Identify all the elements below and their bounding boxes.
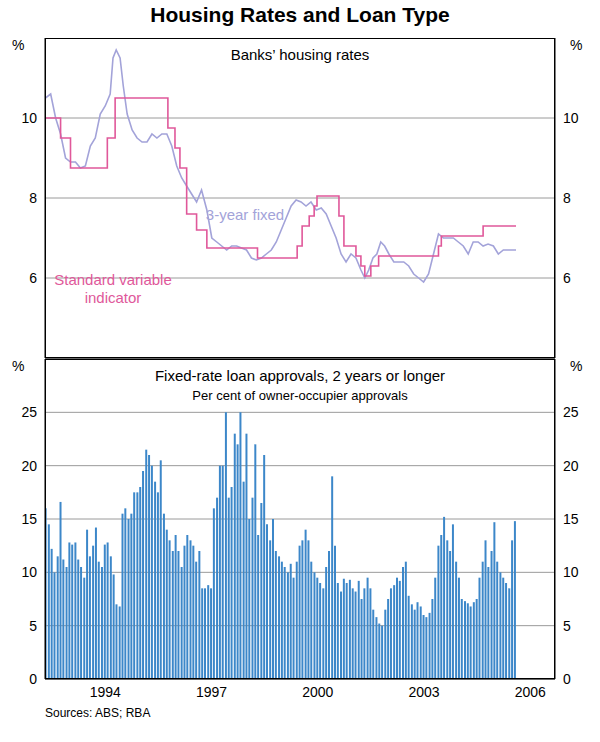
html-text:Housing Rates and Loan Type: Housing Rates and Loan Type	[150, 3, 450, 26]
svg-text:5: 5	[563, 618, 571, 634]
svg-text:10: 10	[563, 110, 579, 126]
svg-text:8: 8	[29, 190, 37, 206]
svg-text:10: 10	[21, 110, 37, 126]
svg-text:0: 0	[29, 671, 37, 687]
svg-text:2000: 2000	[302, 684, 333, 700]
svg-text:6: 6	[29, 270, 37, 286]
svg-text:1994: 1994	[90, 684, 121, 700]
html-text:Fixed-rate loan approvals, 2 y: Fixed-rate loan approvals, 2 years or lo…	[154, 367, 446, 384]
svg-text:2003: 2003	[408, 684, 439, 700]
html-text:3-year fixed: 3-year fixed	[205, 206, 285, 223]
svg-text:8: 8	[563, 190, 571, 206]
html-text:Standard variable indicator: Standard variable indicator	[54, 271, 172, 306]
svg-text:10: 10	[563, 564, 579, 580]
svg-text:0: 0	[563, 671, 571, 687]
svg-text:20: 20	[21, 458, 37, 474]
html-text:Banks’ housing rates: Banks’ housing rates	[230, 46, 370, 63]
html-text:Per cent of owner-occupier app: Per cent of owner-occupier approvals	[192, 388, 408, 403]
svg-text:1997: 1997	[196, 684, 227, 700]
svg-text:2006: 2006	[515, 684, 546, 700]
svg-text:20: 20	[563, 458, 579, 474]
svg-text:15: 15	[21, 511, 37, 527]
svg-text:15: 15	[563, 511, 579, 527]
svg-text:6: 6	[563, 270, 571, 286]
svg-text:25: 25	[563, 404, 579, 420]
svg-text:10: 10	[21, 564, 37, 580]
svg-text:5: 5	[29, 618, 37, 634]
svg-text:25: 25	[21, 404, 37, 420]
html-text:Sources: ABS; RBA: Sources: ABS; RBA	[45, 706, 151, 720]
